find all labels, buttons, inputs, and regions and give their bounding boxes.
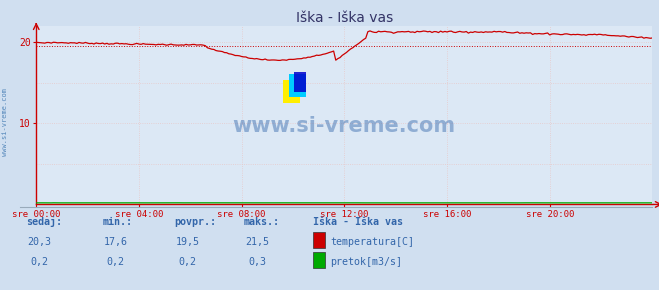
Text: 17,6: 17,6 — [103, 237, 127, 247]
Title: Iška - Iška vas: Iška - Iška vas — [296, 11, 393, 25]
FancyBboxPatch shape — [289, 74, 306, 97]
Text: temperatura[C]: temperatura[C] — [330, 237, 414, 247]
FancyBboxPatch shape — [283, 80, 300, 103]
Text: sedaj:: sedaj: — [26, 216, 63, 227]
Text: 0,3: 0,3 — [248, 257, 266, 267]
Text: pretok[m3/s]: pretok[m3/s] — [330, 257, 402, 267]
Text: 19,5: 19,5 — [176, 237, 200, 247]
Text: min.:: min.: — [102, 217, 132, 227]
FancyBboxPatch shape — [294, 72, 306, 92]
Text: 20,3: 20,3 — [28, 237, 51, 247]
Text: maks.:: maks.: — [244, 217, 280, 227]
Text: povpr.:: povpr.: — [175, 217, 217, 227]
Text: www.si-vreme.com: www.si-vreme.com — [2, 88, 9, 156]
Text: 21,5: 21,5 — [245, 237, 269, 247]
Text: 0,2: 0,2 — [106, 257, 125, 267]
Text: www.si-vreme.com: www.si-vreme.com — [233, 116, 456, 136]
Text: 0,2: 0,2 — [179, 257, 197, 267]
Text: Iška - Iška vas: Iška - Iška vas — [313, 217, 403, 227]
Text: 0,2: 0,2 — [30, 257, 49, 267]
